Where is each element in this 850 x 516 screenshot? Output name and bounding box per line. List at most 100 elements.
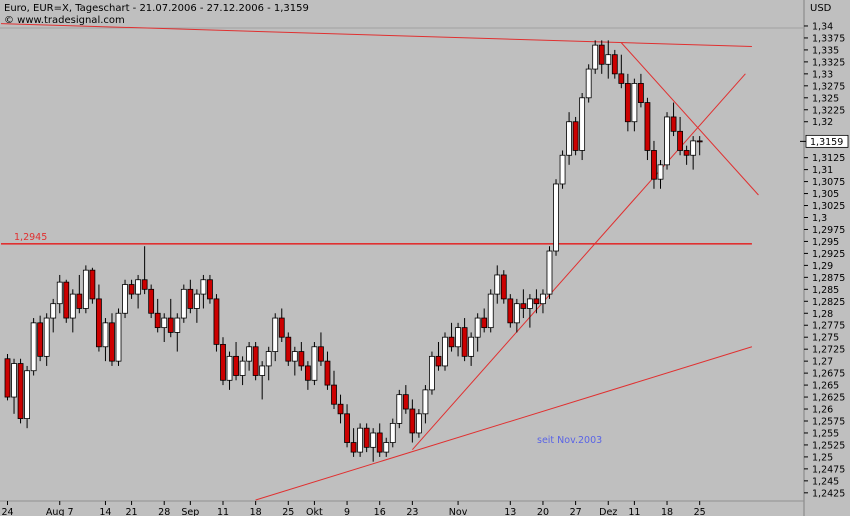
y-tick-label: 1,31 — [812, 165, 833, 176]
y-tick-label: 1,265 — [812, 381, 839, 392]
candle-up — [135, 279, 142, 295]
y-tick-label: 1,285 — [812, 285, 839, 296]
y-tick-label: 1,2475 — [812, 464, 845, 475]
x-tick-label: 18 — [250, 507, 262, 516]
y-tick-label: 1,275 — [812, 333, 839, 344]
candle-up — [50, 303, 57, 319]
candle-up — [396, 394, 403, 424]
candle-down — [461, 327, 468, 357]
y-tick-label: 1,3225 — [812, 105, 845, 116]
candle-down — [154, 312, 161, 329]
candle-up — [259, 365, 266, 376]
last-value-label: 1,3159 — [810, 137, 843, 148]
candle-down — [448, 336, 455, 348]
candle-up — [513, 303, 520, 324]
candle-up — [422, 389, 429, 415]
x-tick-label: Nov — [449, 507, 468, 516]
candle-up — [161, 317, 168, 329]
y-tick-label: 1,245 — [812, 476, 839, 487]
candle-up — [487, 293, 494, 329]
y-tick-label: 1,2675 — [812, 369, 845, 380]
candle-up — [174, 317, 181, 333]
trendline-triangle-upper — [620, 42, 759, 196]
x-tick-label: Aug 7 — [46, 507, 74, 516]
candle-up — [82, 269, 89, 309]
candle-down — [651, 150, 657, 180]
candle-down — [520, 303, 527, 309]
candle-up — [122, 284, 128, 314]
candle-down — [213, 298, 220, 345]
candle-down — [363, 427, 370, 448]
currency-label: USD — [810, 3, 832, 14]
candle-down — [63, 281, 70, 319]
x-tick-label: 25 — [694, 507, 706, 516]
candle-up — [200, 279, 207, 295]
annotations: 1,2945 seit Nov.2003 — [14, 232, 602, 446]
y-tick-label: 1,29 — [812, 261, 833, 272]
candle-down — [618, 73, 625, 84]
candle-down — [683, 150, 690, 156]
candle-down — [252, 346, 259, 376]
y-tick-label: 1,3275 — [812, 81, 845, 92]
candle-down — [324, 360, 331, 386]
candle-up — [56, 281, 63, 305]
candle-down — [109, 322, 115, 362]
candle-up — [579, 97, 586, 151]
x-tick-label: Sep — [181, 507, 199, 516]
y-tick-label: 1,3075 — [812, 177, 845, 188]
y-tick-label: 1,2825 — [812, 297, 845, 308]
candle-down — [4, 358, 11, 398]
chart-title: Euro, EUR=X, Tageschart - 21.07.2006 - 2… — [4, 3, 309, 14]
candle-down — [533, 298, 540, 305]
candle-down — [624, 83, 631, 123]
candle-up — [566, 121, 572, 156]
candle-down — [76, 293, 83, 309]
y-tick-label: 1,305 — [812, 189, 839, 200]
x-tick-label: 20 — [537, 507, 549, 516]
candle-down — [481, 317, 488, 329]
candle-down — [304, 365, 311, 381]
candle-down — [677, 130, 683, 151]
y-tick-label: 1,28 — [812, 309, 833, 320]
y-tick-label: 1,2775 — [812, 321, 845, 332]
candle-down — [337, 403, 344, 415]
candle-down — [696, 140, 703, 143]
x-tick-label: 16 — [374, 507, 386, 516]
candle-down — [318, 346, 324, 362]
candle-up — [494, 274, 501, 295]
x-tick-label: 18 — [661, 507, 673, 516]
y-tick-label: 1,33 — [812, 69, 833, 80]
candle-up — [664, 116, 670, 166]
candle-down — [376, 432, 383, 453]
y-tick-label: 1,2425 — [812, 488, 845, 499]
candles — [4, 40, 703, 462]
x-tick-label: 25 — [282, 507, 294, 516]
candle-down — [350, 442, 357, 453]
candle-down — [670, 116, 677, 132]
source-credit: © www.tradesignal.com — [4, 15, 125, 26]
candle-down — [572, 121, 579, 151]
candle-up — [239, 360, 246, 376]
y-tick-label: 1,2975 — [812, 225, 845, 236]
x-axis: 24 Aug 7 14 21 28 Sep 11 18 25 Okt 9 16 23 Nov 13 20 27 D… — [1, 501, 706, 516]
candle-up — [389, 422, 396, 443]
candle-down — [344, 413, 350, 443]
candle-up — [272, 317, 279, 352]
candle-down — [331, 384, 337, 405]
candle-up — [11, 363, 17, 398]
candle-down — [644, 102, 651, 151]
candle-up — [540, 293, 546, 305]
support-level-label: 1,2945 — [14, 232, 47, 243]
y-axis: 1,24251,2451,24751,251,25251,2551,25751,… — [800, 21, 849, 499]
y-tick-label: 1,27 — [812, 357, 833, 368]
candle-down — [402, 394, 409, 410]
trendline-resistance-top — [0, 23, 752, 48]
candle-up — [43, 317, 50, 357]
candle-up — [585, 68, 592, 99]
y-tick-label: 1,2725 — [812, 345, 845, 356]
x-tick-label: 27 — [570, 507, 582, 516]
candle-down — [638, 83, 644, 103]
candle-up — [246, 346, 253, 362]
y-tick-label: 1,325 — [812, 93, 839, 104]
candle-up — [468, 336, 475, 357]
